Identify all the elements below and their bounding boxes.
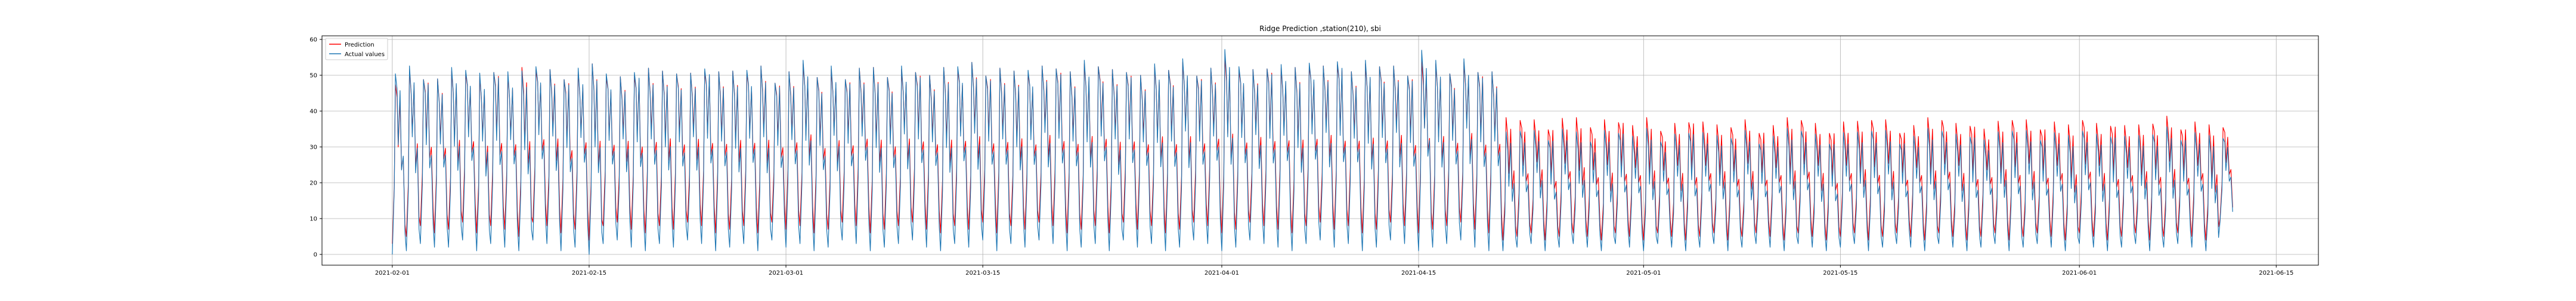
x-tick-label: 2021-04-15 xyxy=(1401,270,1436,277)
series-line-actual-values xyxy=(392,49,2233,255)
legend-label-actual-values: Actual values xyxy=(345,51,385,58)
x-tick-label: 2021-03-15 xyxy=(965,270,1000,277)
y-tick-label: 0 xyxy=(314,252,317,259)
y-tick-label: 30 xyxy=(309,145,317,151)
series-layer xyxy=(392,49,2233,255)
x-tick-label: 2021-02-15 xyxy=(572,270,606,277)
plot-frame xyxy=(321,35,2319,266)
y-tick-label: 50 xyxy=(309,73,317,79)
x-tick-label: 2021-06-15 xyxy=(2259,270,2293,277)
x-tick-label: 2021-02-01 xyxy=(375,270,410,277)
legend: Prediction Actual values xyxy=(325,38,388,60)
grid xyxy=(322,36,2318,265)
x-tick-label: 2021-06-01 xyxy=(2062,270,2097,277)
ticks: 2021-02-01 2021-02-15 2021-03-01 2021-03-15… xyxy=(309,37,2293,277)
legend-label-prediction: Prediction xyxy=(345,42,374,48)
x-tick-label: 2021-04-01 xyxy=(1205,270,1239,277)
x-tick-label: 2021-03-01 xyxy=(769,270,803,277)
chart-title: Ridge Prediction ,station(210), sbi xyxy=(1259,24,1381,33)
legend-box xyxy=(325,38,388,60)
y-tick-label: 60 xyxy=(309,37,317,44)
x-tick-label: 2021-05-01 xyxy=(1626,270,1661,277)
x-tick-label: 2021-05-15 xyxy=(1823,270,1857,277)
y-tick-label: 20 xyxy=(309,180,317,187)
y-tick-label: 40 xyxy=(309,109,317,115)
y-tick-label: 10 xyxy=(309,216,317,223)
